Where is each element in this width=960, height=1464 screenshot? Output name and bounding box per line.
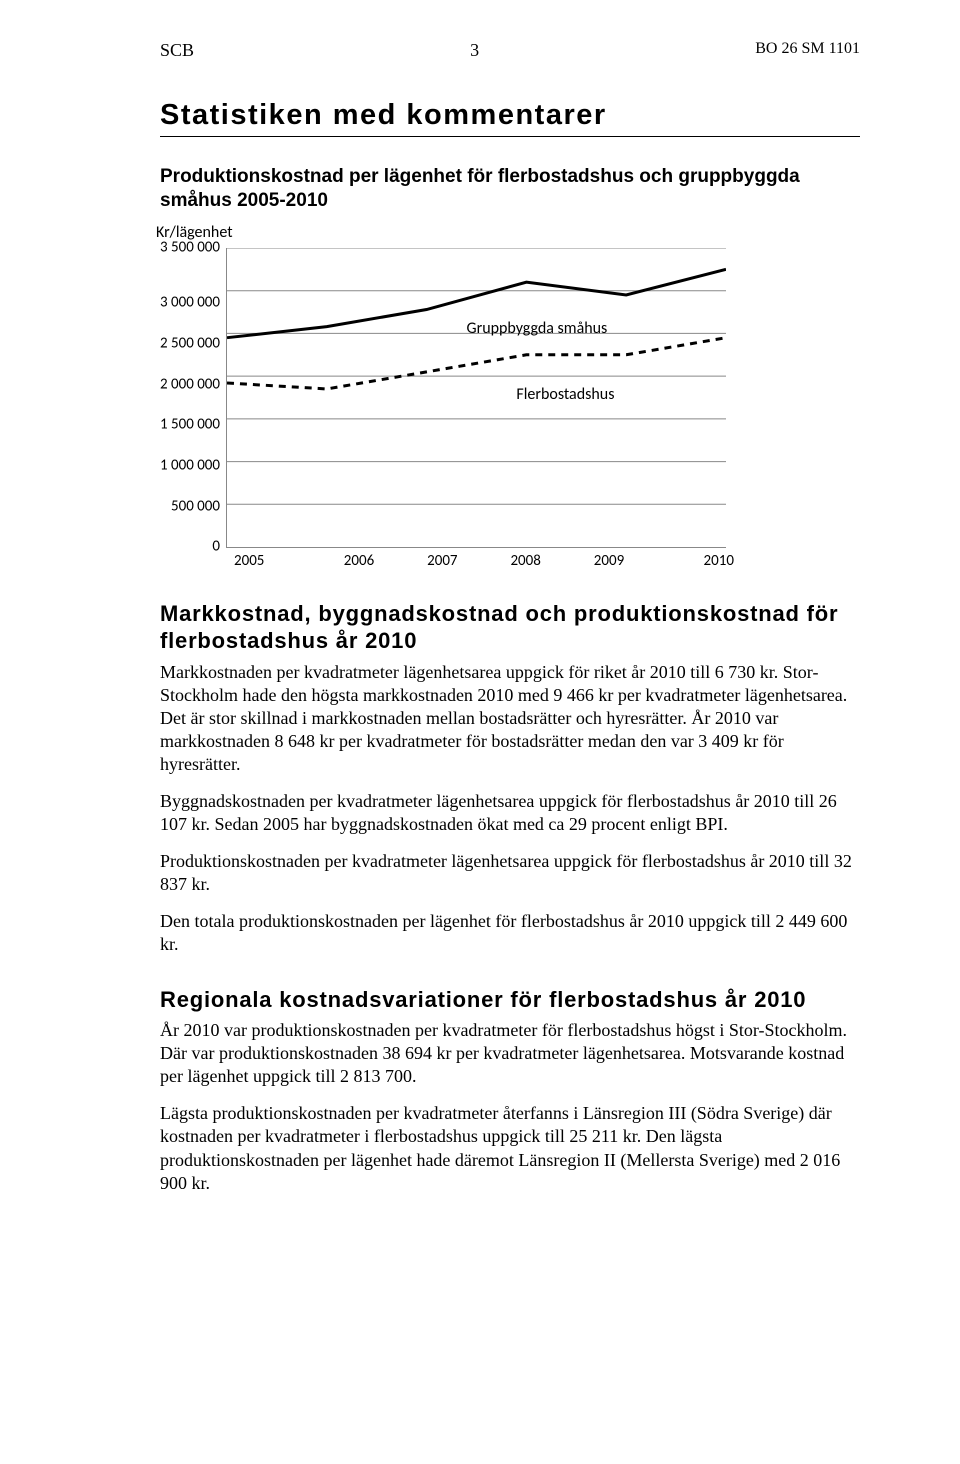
y-tick-label: 1 500 000 [160,418,220,433]
series-label: Flerbostadshus [516,385,614,404]
main-title: Statistiken med kommentarer [160,99,860,132]
x-tick-label: 2005 [234,552,317,570]
page: SCB 3 BO 26 SM 1101 Statistiken med komm… [0,0,960,1269]
y-tick-label: 2 000 000 [160,377,220,392]
x-tick-label: 2010 [651,552,734,570]
page-number: 3 [470,40,479,61]
y-tick-label: 3 000 000 [160,296,220,311]
y-tick-label: 2 500 000 [160,336,220,351]
y-tick-label: 500 000 [171,499,220,514]
paragraph-3: Produktionskostnaden per kvadratmeter lä… [160,850,860,896]
chart-svg [227,248,726,547]
section-2-title: Regionala kostnadsvariationer för flerbo… [160,986,860,1014]
x-tick-label: 2009 [567,552,650,570]
header-right-sc: BO [755,40,777,57]
plot-area: Gruppbyggda småhus Flerbostadshus [226,248,726,548]
x-tick-label: 2007 [401,552,484,570]
paragraph-2: Byggnadskostnaden per kvadratmeter lägen… [160,790,860,836]
y-tick-label: 1 000 000 [160,459,220,474]
header-left: SCB [160,40,194,61]
section-1-title: Markkostnad, byggnadskostnad och produkt… [160,600,860,655]
paragraph-6: Lägsta produktionskostnaden per kvadratm… [160,1102,860,1194]
paragraph-1: Markkostnaden per kvadratmeter lägenhets… [160,661,860,776]
y-tick-label: 0 [212,540,220,555]
series-label: Gruppbyggda småhus [467,319,608,338]
chart: Kr/lägenhet 3 500 0003 000 0002 500 0002… [160,223,760,570]
paragraph-5: År 2010 var produktionskostnaden per kva… [160,1019,860,1088]
header-right-rest: 26 SM 1101 [777,40,860,57]
x-tick-label: 2008 [484,552,567,570]
x-axis: 200520062007200820092010 [234,548,734,570]
page-header: SCB 3 BO 26 SM 1101 [160,40,860,61]
paragraph-4: Den totala produktionskostnaden per läge… [160,910,860,956]
y-tick-label: 3 500 000 [160,240,220,255]
chart-title: Produktionskostnad per lägenhet för fler… [160,165,860,213]
horizontal-rule [160,136,860,137]
chart-area: 3 500 0003 000 0002 500 0002 000 0001 50… [160,248,760,548]
header-right: BO 26 SM 1101 [755,40,860,61]
x-tick-label: 2006 [317,552,400,570]
y-axis-title: Kr/lägenhet [156,223,760,242]
y-axis: 3 500 0003 000 0002 500 0002 000 0001 50… [160,248,226,548]
